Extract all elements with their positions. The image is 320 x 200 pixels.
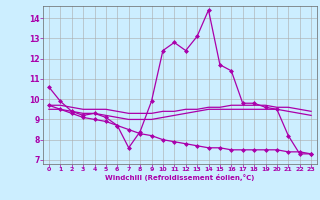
X-axis label: Windchill (Refroidissement éolien,°C): Windchill (Refroidissement éolien,°C) (105, 174, 255, 181)
